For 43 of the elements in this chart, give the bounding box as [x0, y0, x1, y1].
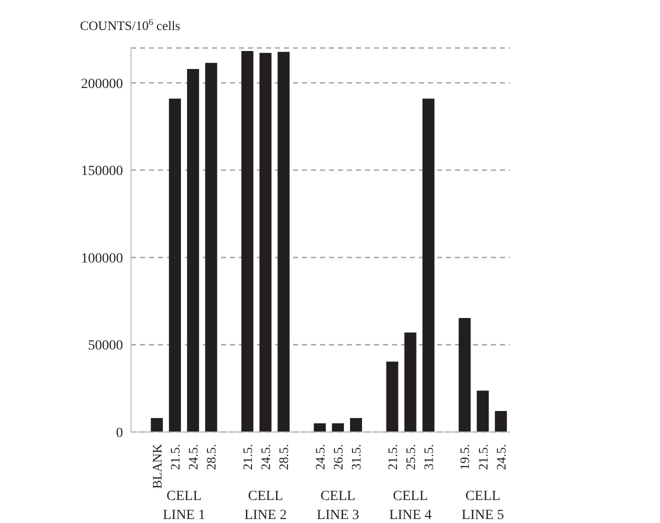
text: CELL LINE 2	[244, 489, 287, 523]
x-tick-label: 24.5.	[258, 444, 274, 470]
x-tick-label: 24.5.	[493, 444, 508, 470]
bar	[150, 418, 163, 432]
bar	[314, 423, 326, 432]
x-tick-label: 21.5.	[475, 444, 490, 470]
x-tick-label: 24.5.	[186, 444, 201, 470]
text: CELL LINE 1	[162, 489, 206, 523]
bar	[494, 411, 507, 432]
bar	[422, 98, 434, 432]
y-tick-label: 100000	[81, 251, 123, 266]
x-tick-label: 28.5.	[276, 444, 292, 470]
bar	[350, 418, 362, 432]
text: CELL LINE 4	[389, 489, 432, 523]
x-tick-label: 21.5.	[240, 444, 255, 470]
bar	[404, 332, 416, 432]
x-tick-label: 31.5.	[348, 444, 364, 470]
y-axis-title: COUNTS/10$^{6}$ cells	[80, 17, 180, 33]
y-tick-label: 150000	[81, 164, 123, 180]
x-tick-label: 25.5.	[402, 444, 418, 470]
bar	[168, 98, 181, 432]
text: CELL LINE 5	[462, 489, 504, 523]
x-tick-label: BLANK	[149, 443, 164, 489]
x-tick-label: 21.5.	[168, 444, 182, 470]
bar	[259, 52, 272, 432]
bar	[476, 390, 489, 432]
bar	[205, 62, 218, 432]
y-tick-label: 50000	[88, 338, 123, 354]
text: CELL LINE 3	[316, 489, 360, 523]
x-tick-label: 31.5.	[421, 444, 436, 470]
bar	[187, 68, 200, 432]
bar	[386, 362, 398, 432]
bar	[241, 50, 254, 432]
x-tick-label: 21.5.	[384, 444, 400, 470]
x-tick-label: 26.5.	[330, 444, 346, 470]
bar	[458, 318, 471, 432]
bar	[332, 423, 344, 432]
x-tick-label: 19.5.	[457, 444, 472, 470]
bar	[278, 52, 290, 432]
y-tick-label: 0	[116, 426, 123, 441]
y-tick-label: 200000	[81, 76, 123, 92]
x-tick-label: 24.5.	[312, 444, 328, 470]
x-tick-label: 28.5.	[204, 444, 219, 470]
